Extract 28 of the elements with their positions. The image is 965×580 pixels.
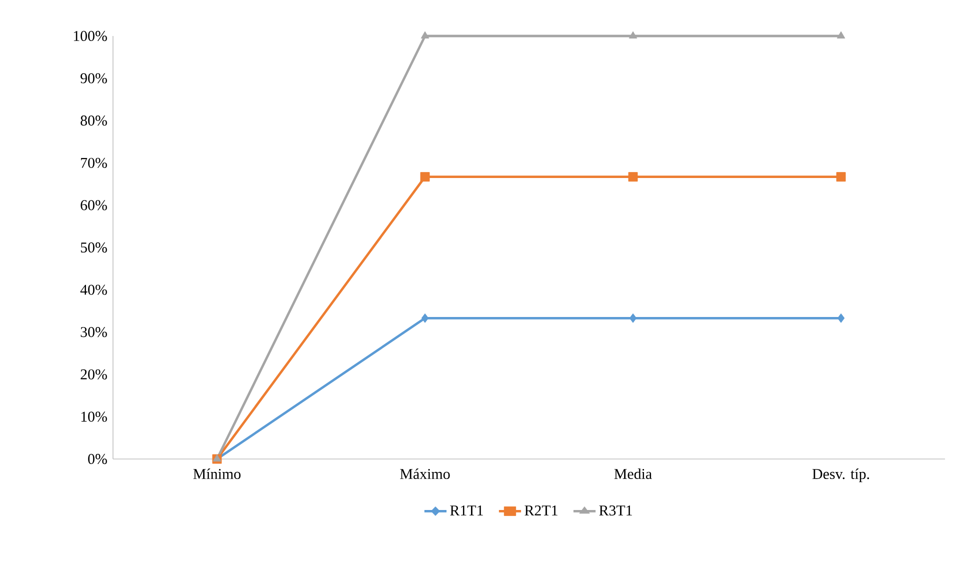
y-tick-label: 50% xyxy=(80,242,107,253)
y-tick-label: 60% xyxy=(80,200,107,210)
y-tick-label: 0% xyxy=(88,454,107,464)
y-tick-label: 10% xyxy=(81,412,107,422)
y-tick-label: 100% xyxy=(74,30,107,42)
legend-label: R1T1 xyxy=(450,506,483,516)
x-tick-label: Desv. típ. xyxy=(812,468,870,482)
point xyxy=(212,454,222,462)
point xyxy=(628,31,638,38)
x-tick-label: Mínimo xyxy=(193,468,241,480)
y-tick-label: 40% xyxy=(80,284,107,295)
y-tick-label: 80% xyxy=(80,116,107,126)
point xyxy=(836,31,846,38)
point xyxy=(837,313,845,323)
point xyxy=(836,172,846,182)
point xyxy=(628,172,638,182)
point xyxy=(629,313,637,323)
y-tick-label: 90% xyxy=(80,73,107,84)
y-tick-label: 20% xyxy=(80,369,107,380)
y-tick-label: 70% xyxy=(81,158,107,168)
legend-label: R3T1 xyxy=(599,505,632,516)
point xyxy=(420,172,430,182)
x-tick-label: Media xyxy=(614,468,652,480)
x-tick-label: Máximo xyxy=(400,468,450,480)
point xyxy=(421,313,429,323)
point xyxy=(420,31,430,38)
legend-label: R2T1 xyxy=(524,505,558,516)
y-tick-label: 30% xyxy=(80,327,107,338)
